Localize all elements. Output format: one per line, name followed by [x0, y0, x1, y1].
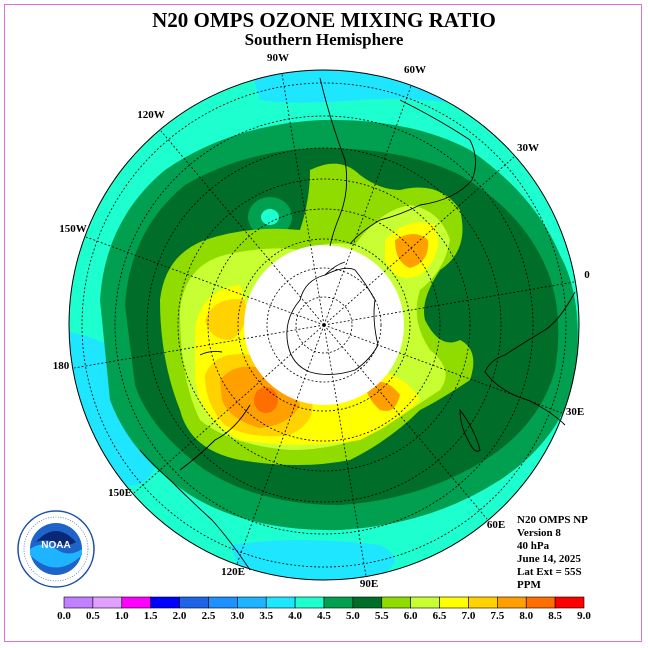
noaa-logo-text: NOAA: [41, 540, 70, 551]
info-date: June 14, 2025: [517, 553, 581, 565]
color-bar-swatch: [179, 596, 209, 609]
color-bar-tick-label: 0.0: [57, 610, 71, 622]
lon-label-60e: 60E: [487, 519, 505, 531]
lon-label-150w: 150W: [59, 223, 87, 235]
contour-gold-west: [205, 299, 246, 340]
color-bar-tick-label: 3.5: [259, 610, 273, 622]
lon-label-90w: 90W: [267, 52, 289, 64]
color-bar-swatch: [410, 596, 440, 609]
color-bar-tick-label: 2.5: [202, 610, 216, 622]
australia-coast: [139, 449, 251, 571]
color-bar-tick-label: 6.0: [404, 610, 418, 622]
color-bar-tick-label: 7.5: [490, 610, 504, 622]
longitude-labels: 90W 60W 30W 0 30E 60E 90E 120E 150E 180 …: [53, 52, 591, 590]
color-bar-swatch: [92, 596, 123, 609]
color-bar-tick-label: 8.5: [548, 610, 562, 622]
color-bar-swatch: [468, 596, 498, 609]
south-america-east-coast: [349, 99, 476, 245]
contour-cyan-west: [69, 330, 160, 486]
map-subtitle: Southern Hemisphere: [244, 30, 404, 49]
color-bar-swatch: [352, 596, 383, 609]
latitude-lines: [81, 82, 567, 568]
contour-darkorange: [254, 387, 278, 413]
coastlines: [139, 77, 576, 571]
nz-coast: [199, 350, 223, 356]
color-bar-swatch: [237, 596, 267, 609]
color-bar-tick-label: 3.0: [230, 610, 244, 622]
noaa-logo: NOAA: [17, 510, 95, 588]
color-bar-swatch: [63, 596, 94, 609]
color-bar-tick-label: 6.5: [433, 610, 447, 622]
info-lat-extent: Lat Ext = 55S: [517, 566, 582, 578]
info-version: Version 8: [517, 527, 561, 539]
info-instrument: N20 OMPS NP: [517, 514, 588, 526]
color-bar-tick-label: 2.0: [173, 610, 187, 622]
lon-label-60w: 60W: [404, 64, 426, 76]
color-bar-swatch: [265, 596, 296, 609]
lon-label-30w: 30W: [517, 142, 539, 154]
color-bar-tick-label: 5.5: [375, 610, 389, 622]
color-bar-tick-label: 1.5: [144, 610, 158, 622]
south-pole-marker: [322, 323, 326, 327]
color-bar-tick-label: 4.0: [288, 610, 302, 622]
meridian-lines: [73, 73, 575, 577]
color-bar: 0.0 0.5 1.0 1.5 2.0 2.5 3.0 3.5 4.0 4.5 5.0 5.5 6.0 6…: [57, 596, 591, 622]
contour-cyan-south: [230, 540, 395, 580]
lon-label-120e: 120E: [221, 566, 245, 578]
color-bar-swatch: [381, 596, 411, 609]
color-bar-tick-label: 8.0: [519, 610, 533, 622]
map-title: N20 OMPS OZONE MIXING RATIO: [152, 8, 496, 32]
color-bar-swatch: [294, 596, 325, 609]
lon-label-120w: 120W: [137, 109, 165, 121]
info-units: PPM: [517, 579, 541, 591]
color-bar-swatch: [525, 596, 556, 609]
info-pressure: 40 hPa: [517, 540, 550, 552]
page-frame: [4, 4, 642, 642]
contour-orange-east: [395, 234, 429, 268]
color-bar-tick-label: 0.5: [86, 610, 100, 622]
map-boundary: [68, 69, 580, 581]
south-america-coast: [319, 77, 348, 247]
color-bar-swatch: [554, 596, 585, 609]
africa-coast: [484, 291, 576, 426]
color-bar-tick-label: 1.0: [115, 610, 129, 622]
antarctic-peninsula: [324, 261, 346, 276]
madagascar-coast: [459, 408, 481, 452]
contour-turquoise-blob: [261, 209, 279, 225]
color-bar-swatch: [208, 596, 238, 609]
color-bar-swatch: [323, 596, 354, 609]
lon-label-30e: 30E: [566, 406, 584, 418]
lon-label-180: 180: [53, 360, 70, 372]
contour-orange-south: [365, 381, 400, 411]
lon-label-150e: 150E: [108, 487, 132, 499]
lon-label-0: 0: [584, 269, 590, 281]
color-bar-swatch: [497, 596, 527, 609]
product-info: N20 OMPS NP Version 8 40 hPa June 14, 20…: [517, 514, 588, 592]
lon-label-90e: 90E: [360, 578, 378, 590]
color-bar-tick-label: 4.5: [317, 610, 331, 622]
color-bar-tick-label: 5.0: [346, 610, 360, 622]
color-bar-swatch: [439, 596, 469, 609]
color-bar-tick-label: 9.0: [577, 610, 591, 622]
antarctica-coast: [286, 267, 379, 375]
color-bar-swatch: [150, 596, 180, 609]
color-bar-tick-label: 7.0: [462, 610, 476, 622]
color-bar-swatch: [121, 596, 151, 609]
tasmania-nz-coast: [179, 404, 251, 471]
